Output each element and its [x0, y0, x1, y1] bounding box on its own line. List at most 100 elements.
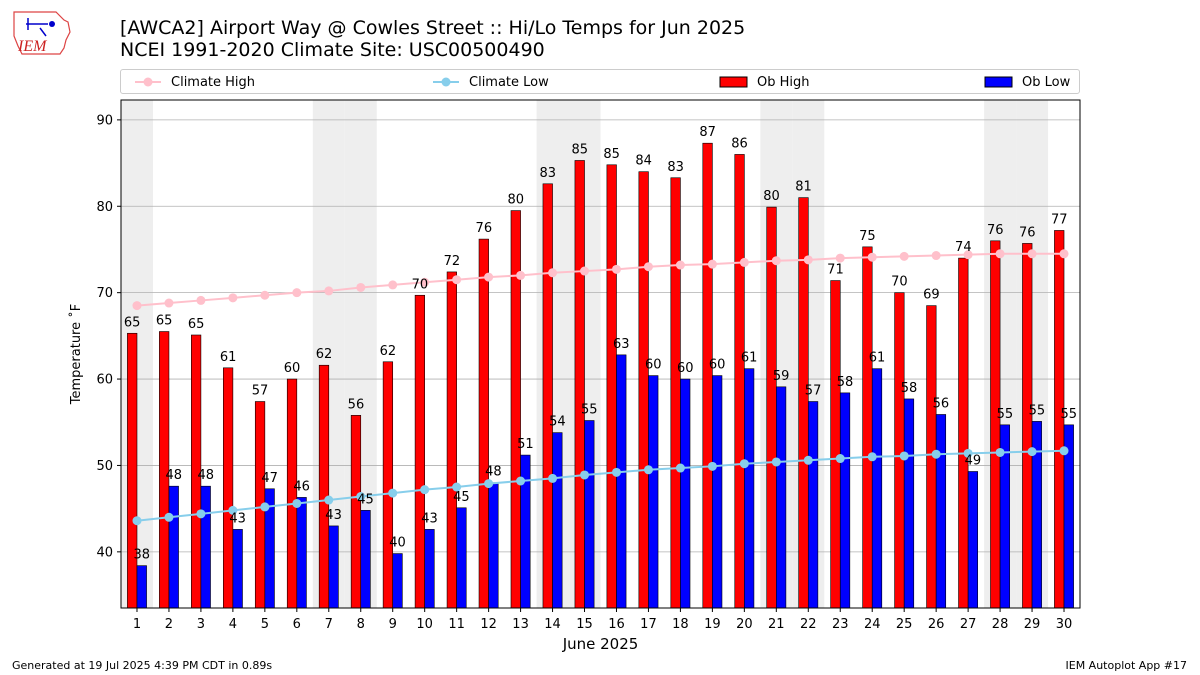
marker-climate-high-day-4	[228, 293, 238, 303]
label-ob-low-day-9: 40	[389, 536, 406, 551]
x-tick-label-3: 3	[197, 617, 205, 632]
bar-ob-low-day-24	[871, 368, 883, 609]
bar-ob-high-day-20	[734, 154, 745, 609]
marker-climate-low-day-24	[867, 452, 877, 462]
marker-climate-low-day-26	[931, 449, 941, 459]
label-ob-low-day-23: 58	[837, 375, 854, 390]
legend-marker-ob-high	[719, 76, 748, 88]
x-tick-label-25: 25	[896, 617, 913, 632]
bar-ob-high-day-24	[862, 246, 873, 609]
label-ob-low-day-1: 38	[134, 548, 151, 563]
x-tick-label-28: 28	[992, 617, 1009, 632]
legend-label-climate-low: Climate Low	[469, 74, 549, 90]
x-tick-label-16: 16	[608, 617, 625, 632]
label-ob-low-day-18: 60	[677, 361, 694, 376]
marker-climate-high-day-30	[1059, 249, 1069, 259]
marker-climate-high-day-23	[835, 253, 845, 263]
marker-climate-high-day-21	[771, 256, 781, 266]
marker-climate-high-day-17	[643, 262, 653, 272]
bar-ob-low-day-10	[424, 529, 435, 609]
marker-climate-high-day-15	[580, 266, 590, 276]
bar-ob-high-day-29	[1022, 243, 1033, 609]
bar-ob-low-day-9	[392, 553, 403, 609]
x-tick-label-9: 9	[389, 617, 397, 632]
label-ob-high-day-13: 80	[508, 193, 525, 208]
label-ob-low-day-30: 55	[1061, 407, 1078, 422]
marker-climate-high-day-6	[292, 288, 302, 298]
bar-ob-low-day-17	[648, 375, 659, 609]
y-tick-label-50: 50	[96, 459, 113, 474]
legend-item-ob-low: Ob Low	[984, 74, 1070, 90]
label-ob-high-day-1: 65	[124, 315, 141, 330]
bar-ob-low-day-22	[807, 401, 819, 609]
line-climate-high	[136, 252, 1065, 307]
bar-ob-high-day-27	[958, 257, 969, 609]
label-ob-high-day-11: 72	[444, 254, 461, 269]
marker-climate-high-day-14	[548, 268, 558, 278]
marker-climate-low-day-1	[132, 516, 142, 526]
marker-climate-high-day-2	[164, 298, 174, 308]
label-ob-high-day-6: 60	[284, 361, 301, 376]
bar-ob-high-day-8	[350, 415, 362, 609]
bar-ob-high-day-17	[638, 171, 649, 609]
x-tick-label-17: 17	[640, 617, 657, 632]
marker-climate-high-day-11	[452, 275, 462, 285]
label-ob-high-day-7: 62	[316, 347, 333, 362]
label-ob-high-day-22: 81	[795, 180, 812, 195]
legend-marker-climate-high	[135, 77, 161, 87]
legend-label-climate-high: Climate High	[171, 74, 256, 90]
marker-climate-low-day-20	[739, 459, 749, 469]
x-tick-label-15: 15	[576, 617, 593, 632]
marker-climate-high-day-22	[803, 255, 813, 265]
label-ob-high-day-3: 65	[188, 317, 205, 332]
bar-ob-high-day-10	[414, 294, 425, 609]
label-ob-high-day-10: 70	[412, 277, 429, 292]
bar-ob-high-day-28	[990, 240, 1001, 609]
legend-item-climate-high: Climate High	[133, 74, 255, 90]
label-ob-low-day-7: 43	[325, 508, 342, 523]
bar-ob-low-day-21	[776, 386, 787, 609]
y-tick-label-70: 70	[96, 286, 113, 301]
bar-ob-high-day-25	[894, 292, 905, 609]
x-tick-label-14: 14	[544, 617, 561, 632]
x-tick-label-11: 11	[448, 617, 465, 632]
bar-ob-low-day-18	[680, 378, 691, 609]
label-ob-low-day-5: 47	[261, 471, 278, 486]
bar-ob-low-day-6	[296, 497, 307, 609]
marker-climate-high-day-8	[356, 282, 366, 292]
label-ob-low-day-10: 43	[421, 511, 438, 526]
marker-climate-low-day-7	[324, 495, 334, 505]
marker-climate-high-day-16	[611, 264, 621, 274]
label-ob-high-day-23: 71	[827, 263, 844, 278]
bar-ob-low-day-2	[168, 485, 179, 609]
label-ob-low-day-27: 49	[965, 453, 982, 468]
marker-climate-high-day-25	[899, 251, 909, 261]
label-ob-high-day-21: 80	[763, 189, 780, 204]
label-ob-low-day-2: 48	[165, 468, 182, 483]
marker-climate-high-day-12	[484, 272, 494, 282]
marker-climate-low-day-5	[260, 502, 270, 512]
label-ob-high-day-18: 83	[667, 160, 684, 175]
label-ob-high-day-8: 56	[348, 397, 365, 412]
x-tick-label-18: 18	[672, 617, 689, 632]
label-ob-high-day-27: 74	[955, 240, 972, 255]
bar-ob-low-day-27	[967, 471, 979, 609]
x-tick-label-13: 13	[512, 617, 529, 632]
iem-logo: IEM	[13, 11, 71, 55]
marker-climate-low-day-14	[548, 473, 558, 483]
label-ob-low-day-28: 55	[997, 407, 1014, 422]
bar-ob-high-day-16	[606, 164, 617, 609]
x-tick-label-7: 7	[325, 617, 333, 632]
marker-climate-low-day-6	[292, 498, 302, 508]
line-climate-low	[136, 449, 1065, 522]
bar-ob-low-day-7	[328, 525, 339, 609]
bar-ob-high-day-14	[542, 183, 553, 609]
label-ob-low-day-26: 56	[933, 396, 950, 411]
x-tick-label-10: 10	[416, 617, 433, 632]
bar-ob-low-day-11	[456, 507, 467, 609]
bar-ob-high-day-9	[382, 361, 394, 609]
marker-climate-high-day-3	[196, 295, 206, 305]
label-ob-low-day-19: 60	[709, 358, 726, 373]
label-ob-low-day-6: 46	[293, 479, 310, 494]
